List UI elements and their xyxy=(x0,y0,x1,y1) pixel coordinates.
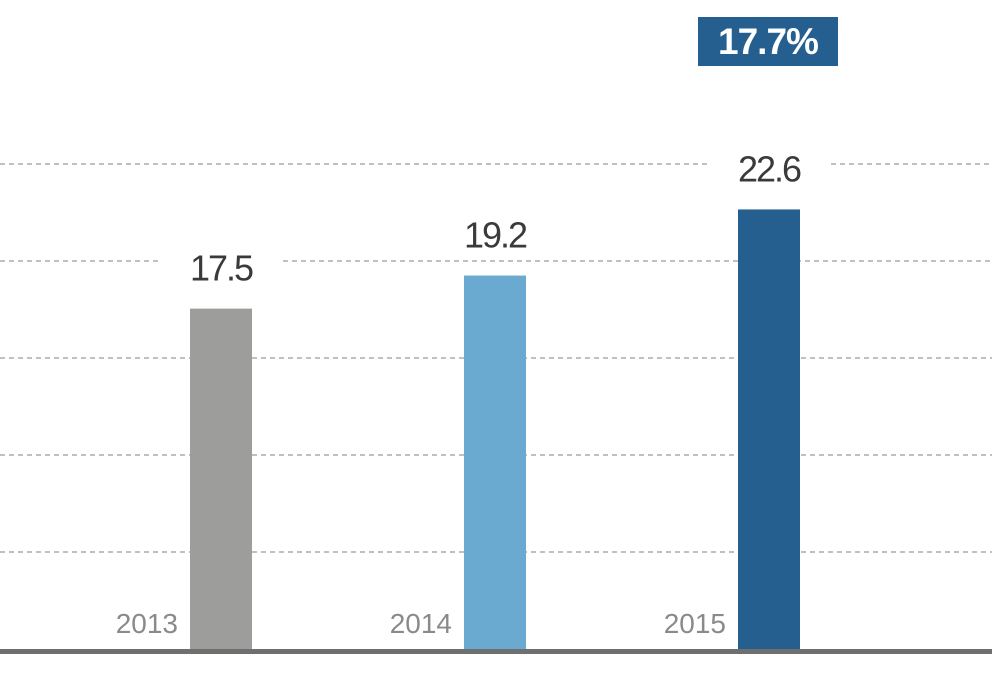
x-axis-baseline xyxy=(0,649,992,654)
category-label-2015: 2015 xyxy=(664,608,726,639)
value-label-2015: 22.6 xyxy=(738,148,801,189)
category-label-2014: 2014 xyxy=(390,608,452,639)
category-label-2013: 2013 xyxy=(116,608,178,639)
value-label-2014: 19.2 xyxy=(464,215,527,256)
bar-2015 xyxy=(738,209,800,649)
growth-badge: 17.7% xyxy=(698,17,838,66)
value-label-2013: 17.5 xyxy=(190,248,253,289)
bar-2013 xyxy=(190,308,252,649)
bar-2014 xyxy=(464,275,526,649)
